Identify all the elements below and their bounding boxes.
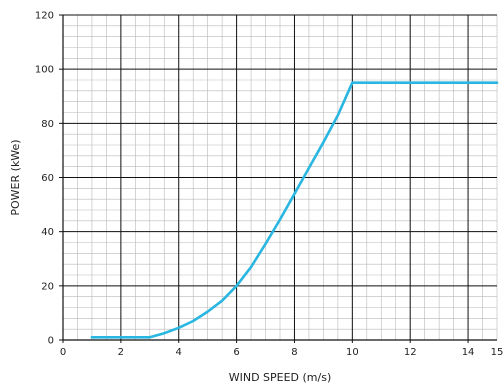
x-tick-label: 15 xyxy=(491,347,503,358)
x-tick-label: 10 xyxy=(346,347,359,358)
x-tick-label: 8 xyxy=(291,347,297,358)
y-tick-label: 20 xyxy=(41,281,54,292)
power-curve-line xyxy=(90,81,499,339)
y-tick-label: 60 xyxy=(41,173,54,184)
y-tick-label: 0 xyxy=(48,336,54,347)
y-tick-label: 120 xyxy=(35,11,54,22)
series-layer xyxy=(90,81,499,339)
y-tick-label: 100 xyxy=(35,65,54,76)
x-axis-title: WIND SPEED (m/s) xyxy=(229,371,332,384)
x-tick-label: 12 xyxy=(404,347,417,358)
x-tick-label: 0 xyxy=(60,347,66,358)
ticks: 0 2 4 6 8 10 12 14 15 0 20 40 60 80 100 120 xyxy=(35,11,503,359)
x-tick-label: 6 xyxy=(233,347,239,358)
y-tick-label: 80 xyxy=(41,119,54,130)
x-tick-label: 14 xyxy=(462,347,475,358)
y-tick-label: 40 xyxy=(41,227,54,238)
x-tick-label: 4 xyxy=(176,347,182,358)
y-axis-title: POWER (kWe) xyxy=(9,139,22,215)
x-tick-label: 2 xyxy=(118,347,124,358)
